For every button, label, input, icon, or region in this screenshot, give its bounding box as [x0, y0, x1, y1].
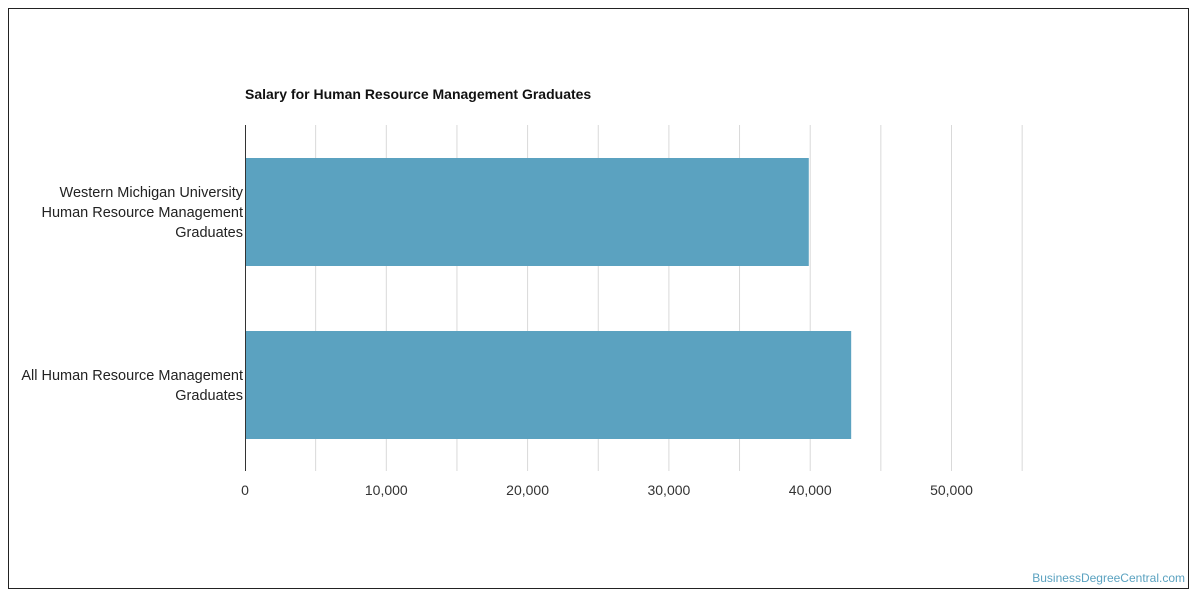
- x-tick-label: 10,000: [365, 482, 408, 498]
- watermark[interactable]: BusinessDegreeCentral.com: [1032, 571, 1185, 585]
- x-tick-label: 40,000: [789, 482, 832, 498]
- bars: [245, 158, 852, 439]
- x-tick-label: 50,000: [930, 482, 973, 498]
- category-label: All Human Resource Management Graduates: [21, 368, 243, 404]
- x-tick-labels: 0 10,000 20,000 30,000 40,000 50,000: [241, 482, 973, 498]
- x-tick-label: 20,000: [506, 482, 549, 498]
- chart-frame: [8, 8, 1189, 589]
- category-label-line: Human Resource Management: [42, 205, 244, 221]
- bar: [245, 158, 809, 266]
- category-labels: Western Michigan University Human Resourc…: [21, 185, 243, 404]
- category-label-line: Graduates: [175, 225, 243, 241]
- category-label-line: Graduates: [175, 388, 243, 404]
- category-label-line: All Human Resource Management: [21, 368, 243, 384]
- x-tick-label: 0: [241, 482, 249, 498]
- x-tick-label: 30,000: [647, 482, 690, 498]
- category-label-line: Western Michigan University: [60, 185, 244, 201]
- chart-title: Salary for Human Resource Management Gra…: [245, 86, 592, 102]
- category-label: Western Michigan University Human Resourc…: [42, 185, 244, 241]
- bar: [245, 331, 852, 439]
